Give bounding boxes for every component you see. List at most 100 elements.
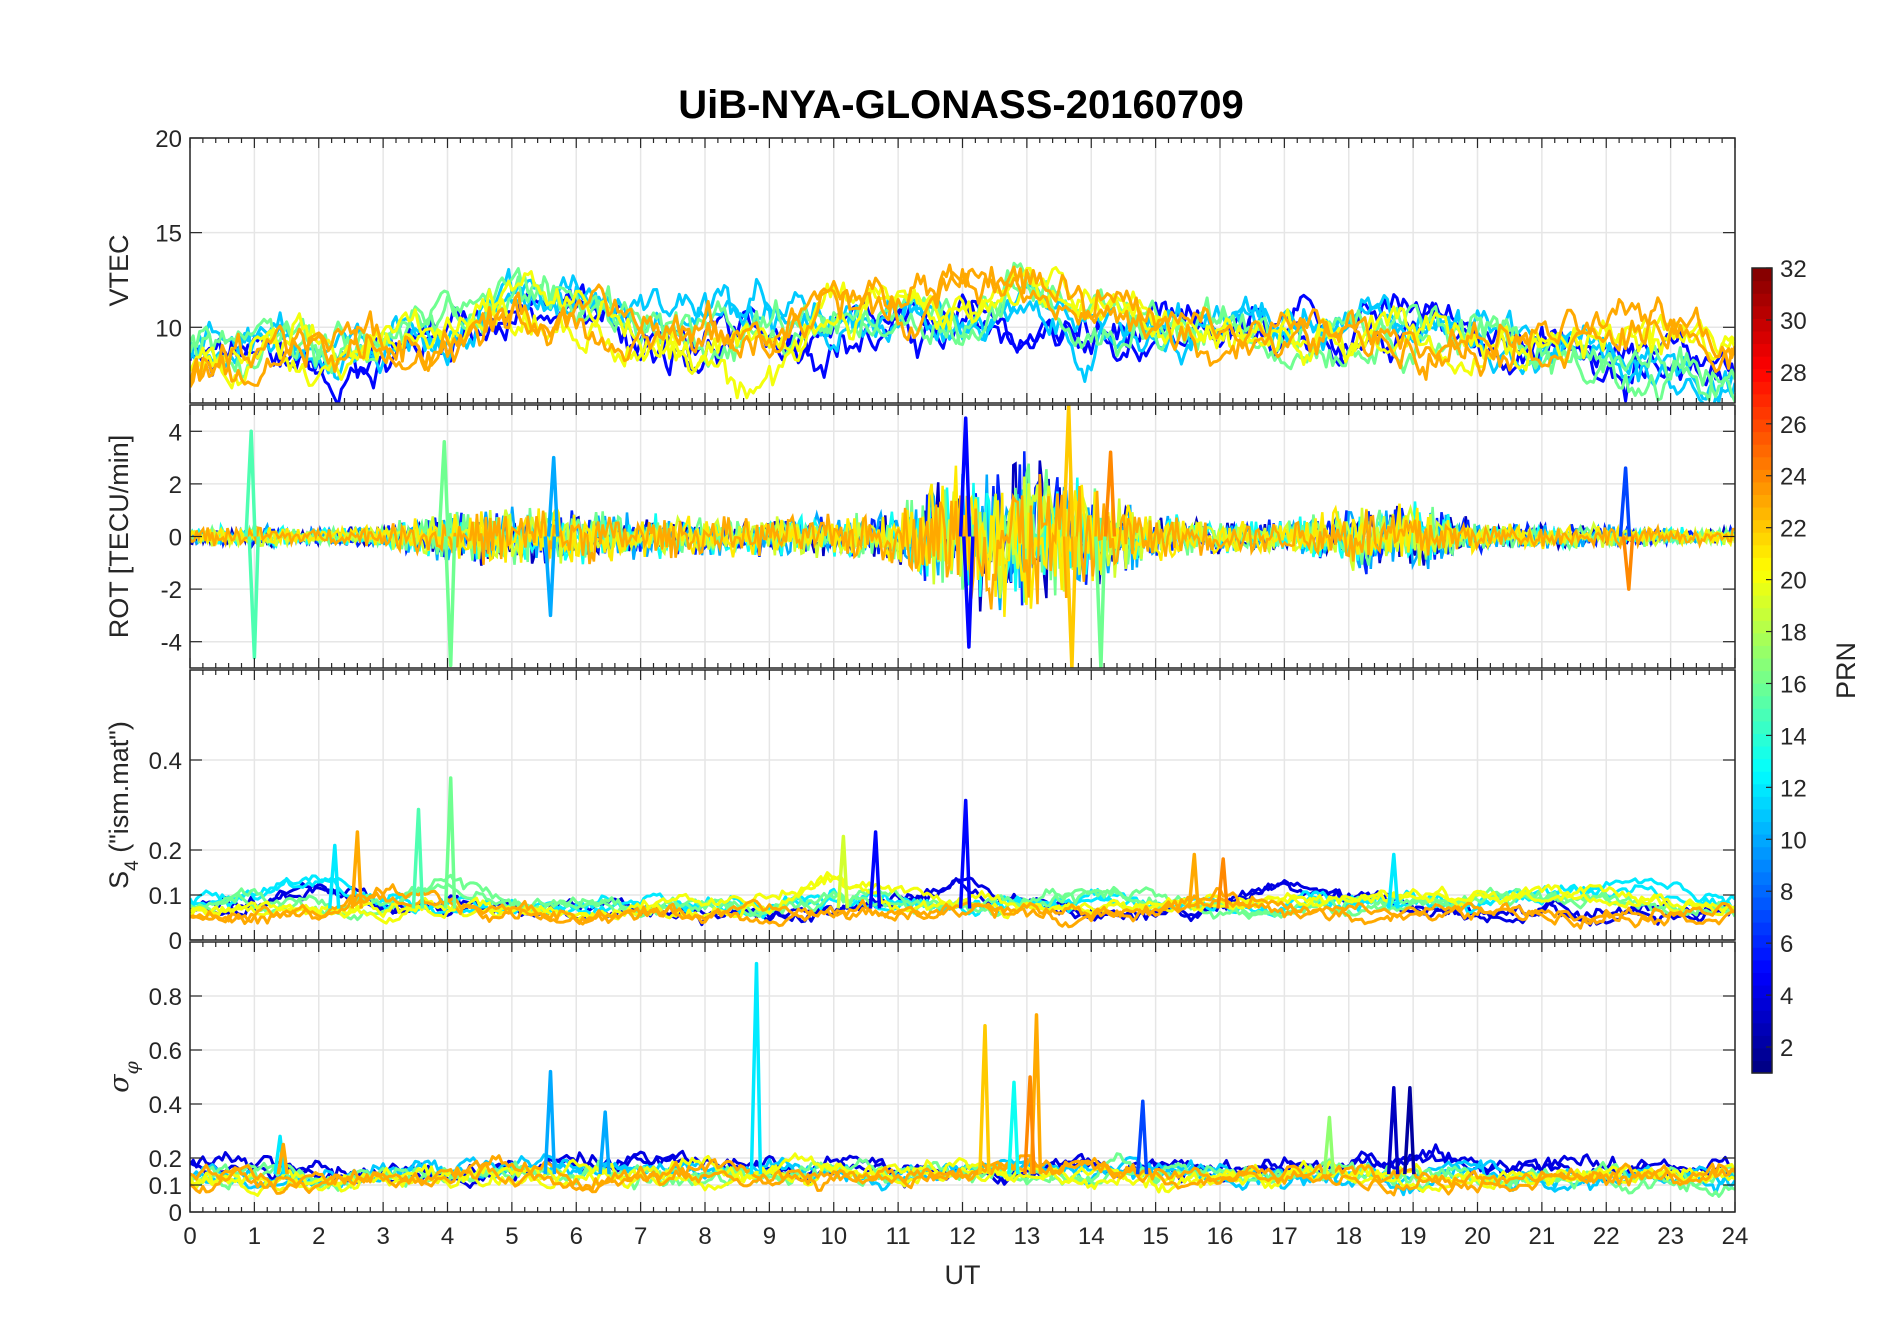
colorbar-segment <box>1752 984 1772 999</box>
y-axis-label-sigma: σφ <box>104 1060 143 1092</box>
colorbar-tick-label: 8 <box>1780 879 1793 906</box>
colorbar-segment <box>1752 745 1772 760</box>
spike-prn-15 <box>244 429 257 537</box>
colorbar-tick-label: 16 <box>1780 671 1807 698</box>
x-tick-label: 14 <box>1078 1223 1105 1250</box>
spike-prn-16 <box>437 440 450 537</box>
colorbar-segment <box>1752 1047 1772 1062</box>
colorbar-segment <box>1752 871 1772 885</box>
spike-prn-16 <box>1094 536 1107 668</box>
colorbar-segment <box>1752 884 1772 898</box>
panel-rot: -4 -2 0 2 4 ROT [TECU/min] <box>104 404 1736 669</box>
spike-prn-17 <box>1322 1115 1336 1175</box>
colorbar-segment <box>1752 305 1772 319</box>
colorbar-segment <box>1752 607 1772 621</box>
colorbar-segment <box>1752 796 1772 810</box>
spike-prn-12 <box>749 961 763 1175</box>
colorbar-tick-label: 10 <box>1780 827 1807 854</box>
colorbar-segment <box>1752 733 1772 747</box>
colorbar-segment <box>1752 859 1772 873</box>
colorbar-tick-label: 6 <box>1780 931 1793 958</box>
y-tick-label: 0.1 <box>149 883 182 910</box>
spike-prn-24 <box>1621 536 1635 591</box>
colorbar-segment <box>1752 821 1772 835</box>
colorbar-segment <box>1752 909 1772 923</box>
colorbar-segment <box>1752 418 1772 433</box>
colorbar-tick-label: 4 <box>1780 983 1793 1010</box>
x-tick-label: 8 <box>698 1223 711 1250</box>
spike-prn-15 <box>411 807 425 909</box>
x-tick-label: 17 <box>1271 1223 1298 1250</box>
y-axis-label-s4: S4 ("ism.mat") <box>104 721 143 889</box>
spike-prn-16 <box>443 776 457 909</box>
colorbar-segment <box>1752 657 1772 672</box>
data-traces <box>190 405 1735 668</box>
series-line-prn-23 <box>190 1154 1735 1195</box>
colorbar-tick-label: 2 <box>1780 1035 1793 1062</box>
colorbar-tick-label: 14 <box>1780 723 1807 750</box>
spike-prn-5 <box>958 416 972 537</box>
colorbar-tick-label: 18 <box>1780 620 1807 647</box>
y-tick-label: 20 <box>155 126 182 153</box>
y-axis-label-vtec: VTEC <box>104 234 134 306</box>
x-tick-label: 5 <box>505 1223 518 1250</box>
spike-prn-24 <box>1103 450 1117 537</box>
spike-prn-10 <box>543 1069 557 1175</box>
y-tick-label: 2 <box>169 472 182 499</box>
x-tick-label: 12 <box>949 1223 976 1250</box>
spike-prn-16 <box>443 536 457 668</box>
colorbar-segment <box>1752 343 1772 357</box>
colorbar-segment <box>1752 922 1772 936</box>
x-tick-label: 16 <box>1207 1223 1234 1250</box>
spike-prn-5 <box>958 798 972 909</box>
spike-prn-22 <box>1061 405 1075 537</box>
colorbar-segment <box>1752 1010 1772 1024</box>
x-tick-label: 4 <box>441 1223 454 1250</box>
colorbar-segment <box>1752 1060 1772 1074</box>
spike-prn-3 <box>1386 1086 1400 1175</box>
x-tick-label: 7 <box>634 1223 647 1250</box>
colorbar-segment <box>1752 268 1772 282</box>
colorbar-segment <box>1752 444 1772 458</box>
colorbar-frame <box>1751 267 1773 1074</box>
series-line-prn-23 <box>190 263 1735 385</box>
y-tick-label: 0.2 <box>149 838 182 865</box>
y-tick-label: 0.8 <box>149 984 182 1011</box>
colorbar-segment <box>1752 683 1772 697</box>
colorbar-tick-label: 22 <box>1780 516 1807 543</box>
colorbar-segment <box>1752 670 1772 684</box>
colorbar-segment <box>1752 972 1772 986</box>
spike-prn-23 <box>1187 852 1200 909</box>
series-line-prn-23 <box>190 265 1735 388</box>
x-tick-label: 1 <box>248 1223 261 1250</box>
y-axis-label-rot: ROT [TECU/min] <box>104 435 134 639</box>
spike-prn-5 <box>962 536 975 649</box>
spike-prn-12 <box>327 843 341 909</box>
colorbar-segment <box>1752 494 1772 508</box>
spike-prn-12 <box>1386 852 1400 909</box>
colorbar-segment <box>1752 808 1772 823</box>
colorbar-segment <box>1752 318 1772 332</box>
colorbar-segment <box>1752 569 1772 584</box>
colorbar-segment <box>1752 393 1772 407</box>
x-tick-label: 21 <box>1529 1223 1556 1250</box>
colorbar-tick-label: 26 <box>1780 412 1807 439</box>
y-tick-label: 0.6 <box>149 1038 182 1065</box>
spike-prn-12 <box>273 1134 286 1175</box>
colorbar-segment <box>1752 506 1772 521</box>
x-tick-label: 20 <box>1464 1223 1491 1250</box>
colorbar-tick-label: 30 <box>1780 308 1807 335</box>
y-tick-label: 0.2 <box>149 1146 182 1173</box>
x-tick-label: 15 <box>1142 1223 1169 1250</box>
y-tick-label: 0.4 <box>149 1092 182 1119</box>
colorbar-tick-label: 12 <box>1780 775 1807 802</box>
series-line-prn-20 <box>190 266 1735 390</box>
colorbar-segment <box>1752 947 1772 961</box>
spike-prn-15 <box>247 536 260 660</box>
y-tick-label: 0 <box>169 525 182 552</box>
colorbar-segment <box>1752 632 1772 646</box>
colorbar-segment <box>1752 481 1772 496</box>
y-tick-label: 10 <box>155 315 182 342</box>
data-traces <box>190 261 1735 403</box>
